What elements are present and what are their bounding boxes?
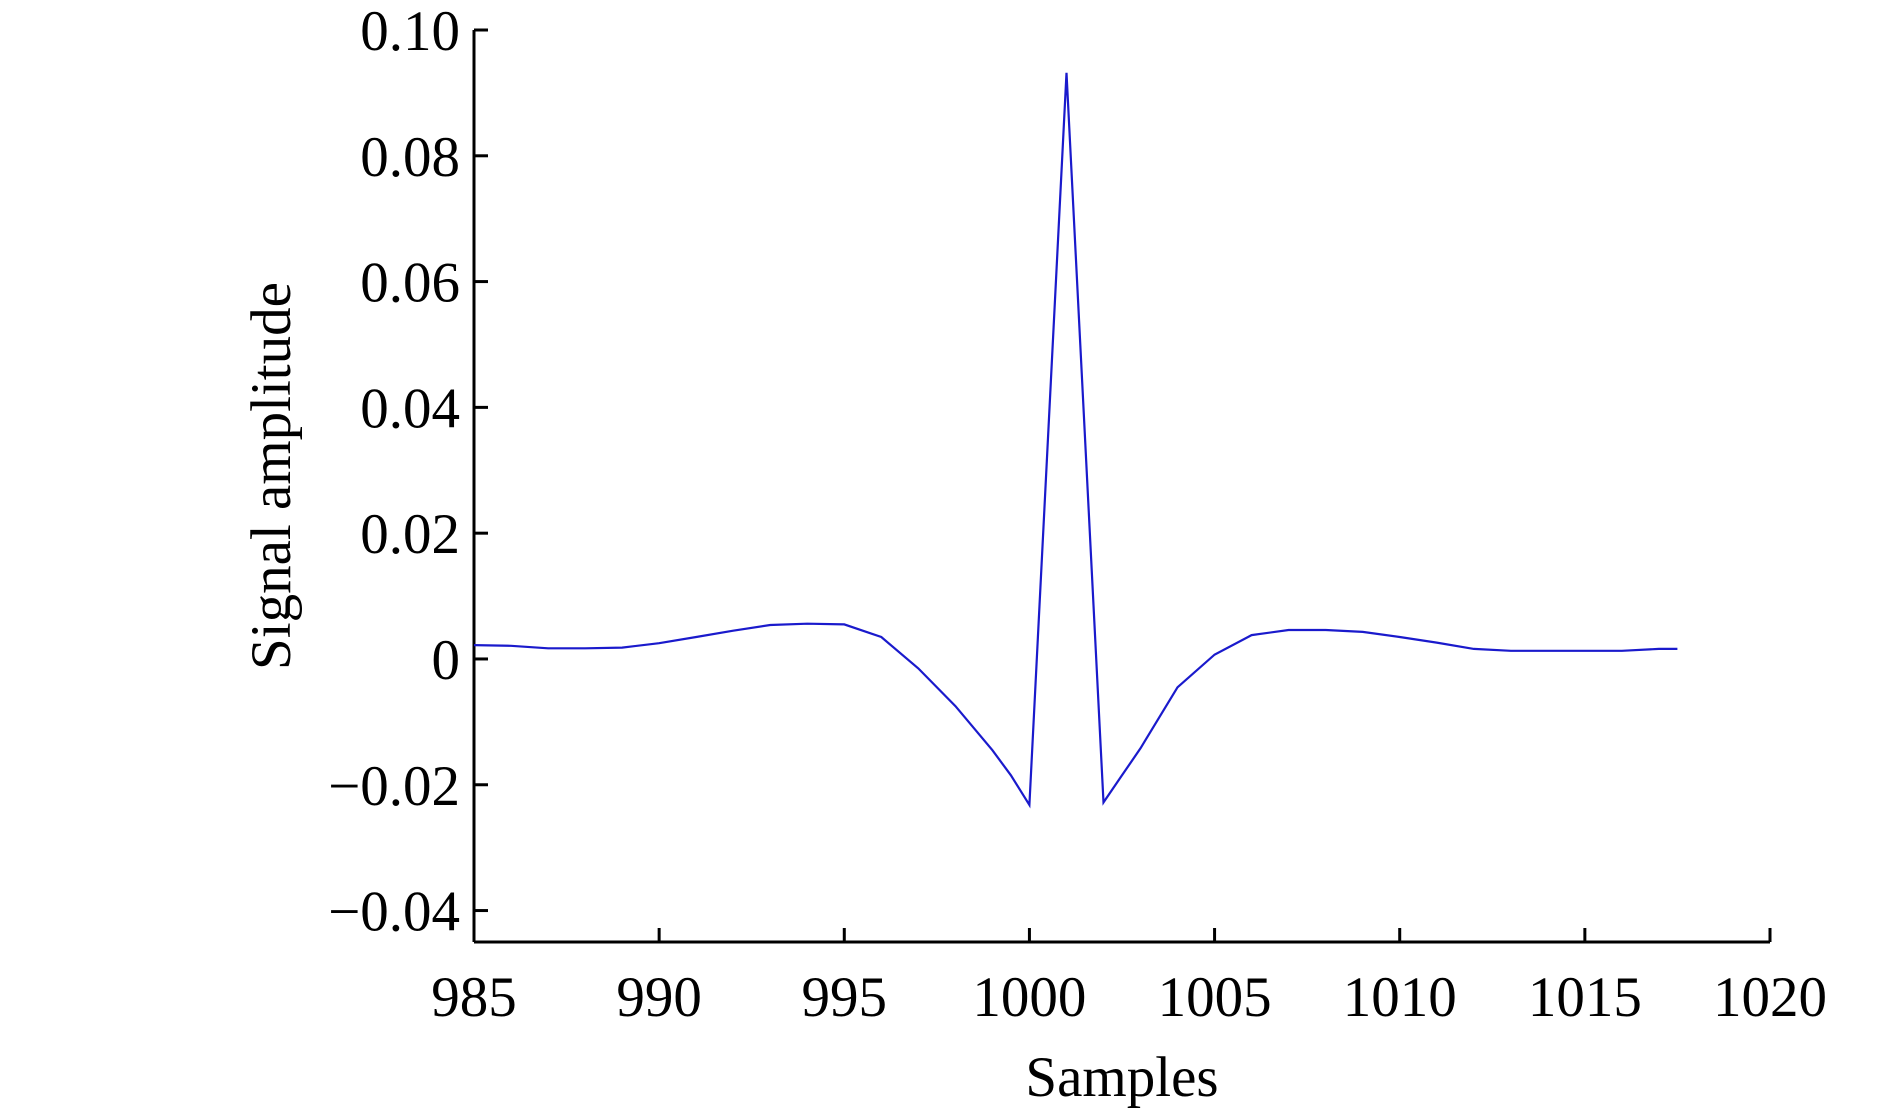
y-axis-title: Signal amplitude — [240, 282, 303, 670]
x-tick-label: 1020 — [1713, 966, 1827, 1029]
series-layer — [473, 72, 1678, 809]
y-tick-label: −0.02 — [328, 755, 460, 818]
x-tick-label: 1010 — [1343, 966, 1457, 1029]
x-tick-label: 1005 — [1158, 966, 1272, 1029]
x-tick-label: 1015 — [1528, 966, 1642, 1029]
y-tick-label: 0.08 — [360, 126, 460, 189]
plot-area: 0.10 0.08 0.06 0.04 0.02 0 −0.02 −0.04 985 990 99… — [328, 0, 1827, 1029]
y-tick-label: 0.10 — [360, 0, 460, 63]
y-tick-label: 0 — [432, 629, 461, 692]
y-tick-label: 0.02 — [360, 503, 460, 566]
x-tick-label: 1000 — [972, 966, 1086, 1029]
y-tick-label: −0.04 — [328, 881, 460, 944]
x-axis-title: Samples — [1025, 1046, 1218, 1109]
x-tick-label: 990 — [616, 966, 702, 1029]
x-tick-label: 995 — [802, 966, 888, 1029]
x-axis-ticks: 985 990 995 1000 1005 1010 1015 1020 — [431, 928, 1827, 1029]
x-tick-label: 985 — [431, 966, 517, 1029]
y-axis-ticks: 0.10 0.08 0.06 0.04 0.02 0 −0.02 −0.04 — [328, 0, 488, 944]
series-line — [473, 72, 1678, 809]
y-tick-label: 0.04 — [360, 377, 460, 440]
y-tick-label: 0.06 — [360, 252, 460, 315]
